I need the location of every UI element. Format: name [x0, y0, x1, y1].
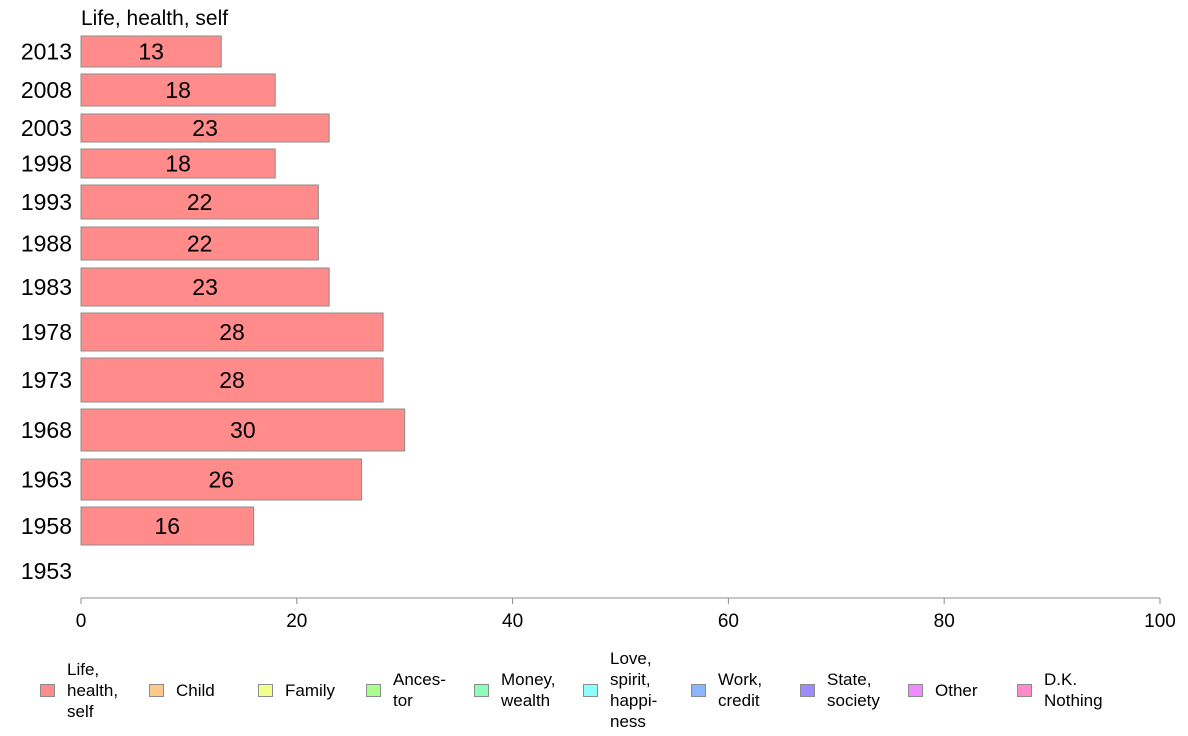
y-category-label: 1978: [21, 319, 72, 345]
y-axis-labels: 2013 2008 2003 1998 1993 1988 1983 1978 1973 1968…: [21, 39, 72, 585]
legend-swatch: [1017, 683, 1032, 697]
bar: [80, 506, 255, 546]
y-category-label: 1983: [21, 274, 72, 300]
x-tick-label: 100: [1144, 611, 1176, 632]
x-tick-label: 20: [286, 611, 307, 632]
legend-label: Ances- tor: [393, 670, 446, 710]
bar: [80, 458, 363, 501]
bar-value-label: 13: [138, 39, 164, 65]
legend-label: Money, wealth: [501, 670, 556, 710]
legend-label: Family: [285, 680, 336, 700]
legend-label: Other: [935, 680, 978, 700]
bar-value-label: 16: [155, 513, 181, 539]
y-category-label: 2008: [21, 77, 72, 103]
bar-value-label: 28: [219, 319, 245, 345]
y-category-label: 2003: [21, 115, 72, 141]
legend-item: Family: [258, 648, 335, 732]
legend-item: Love, spirit, happi- ness: [583, 648, 657, 732]
y-category-label: 1958: [21, 513, 72, 539]
bar: [80, 408, 406, 452]
legend-swatch: [149, 683, 164, 697]
y-category-label: 1953: [21, 558, 72, 584]
x-tick-label: 0: [76, 611, 87, 632]
legend-label: Love, spirit, happi- ness: [610, 649, 658, 731]
y-category-label: 1988: [21, 231, 72, 257]
bar: [80, 184, 319, 220]
legend-swatch: [258, 683, 273, 697]
legend: Life, health, self Child Family Ances- tor M…: [0, 648, 1188, 736]
legend-item: State, society: [800, 648, 880, 732]
bar: [80, 148, 276, 179]
legend-label: Work, credit: [718, 670, 763, 710]
bar: [80, 113, 330, 143]
legend-item: Other: [908, 648, 978, 732]
legend-item: Ances- tor: [366, 648, 446, 732]
bar-value-label: 26: [208, 467, 234, 493]
y-category-label: 1998: [21, 151, 72, 177]
legend-item: D.K. Nothing: [1017, 648, 1103, 732]
legend-label: D.K. Nothing: [1044, 670, 1103, 710]
bar: [80, 73, 276, 107]
y-category-label: 1973: [21, 367, 72, 393]
x-tick-label: 80: [934, 611, 955, 632]
bars-layer: [80, 35, 406, 546]
bar-value-label: 23: [192, 115, 218, 141]
legend-swatch: [800, 683, 815, 697]
legend-label: Life, health, self: [67, 659, 119, 721]
bar-value-label: 18: [165, 151, 191, 177]
y-category-label: 1968: [21, 417, 72, 443]
legend-swatch: [474, 683, 489, 697]
bar-value-label: 28: [219, 367, 245, 393]
y-category-label: 1963: [21, 467, 72, 493]
bar-value-label: 23: [192, 274, 218, 300]
x-tick-label: 40: [502, 611, 523, 632]
chart-title: Life, health, self: [81, 7, 229, 30]
legend-item: Child: [149, 648, 215, 732]
legend-item: Money, wealth: [474, 648, 556, 732]
bar-value-label: 22: [187, 189, 213, 215]
bar-value-label: 18: [165, 77, 191, 103]
y-category-label: 2013: [21, 39, 72, 65]
y-category-label: 1993: [21, 189, 72, 215]
bar: [80, 312, 384, 352]
legend-swatch: [583, 683, 598, 697]
bar: [80, 35, 222, 68]
legend-swatch: [366, 683, 381, 697]
legend-swatch: [691, 683, 706, 697]
legend-swatch: [908, 683, 923, 697]
bar: [80, 226, 319, 261]
bar: [80, 357, 384, 403]
legend-item: Life, health, self: [40, 648, 118, 732]
x-axis: 0 20 40 60 80 100: [76, 597, 1176, 632]
legend-label: State, society: [827, 670, 880, 710]
bar-value-label: 30: [230, 417, 256, 443]
x-tick-label: 60: [718, 611, 739, 632]
bar-value-label: 22: [187, 231, 213, 257]
bar: [80, 267, 330, 307]
legend-label: Child: [176, 680, 215, 700]
legend-item: Work, credit: [691, 648, 762, 732]
legend-swatch: [40, 683, 55, 697]
